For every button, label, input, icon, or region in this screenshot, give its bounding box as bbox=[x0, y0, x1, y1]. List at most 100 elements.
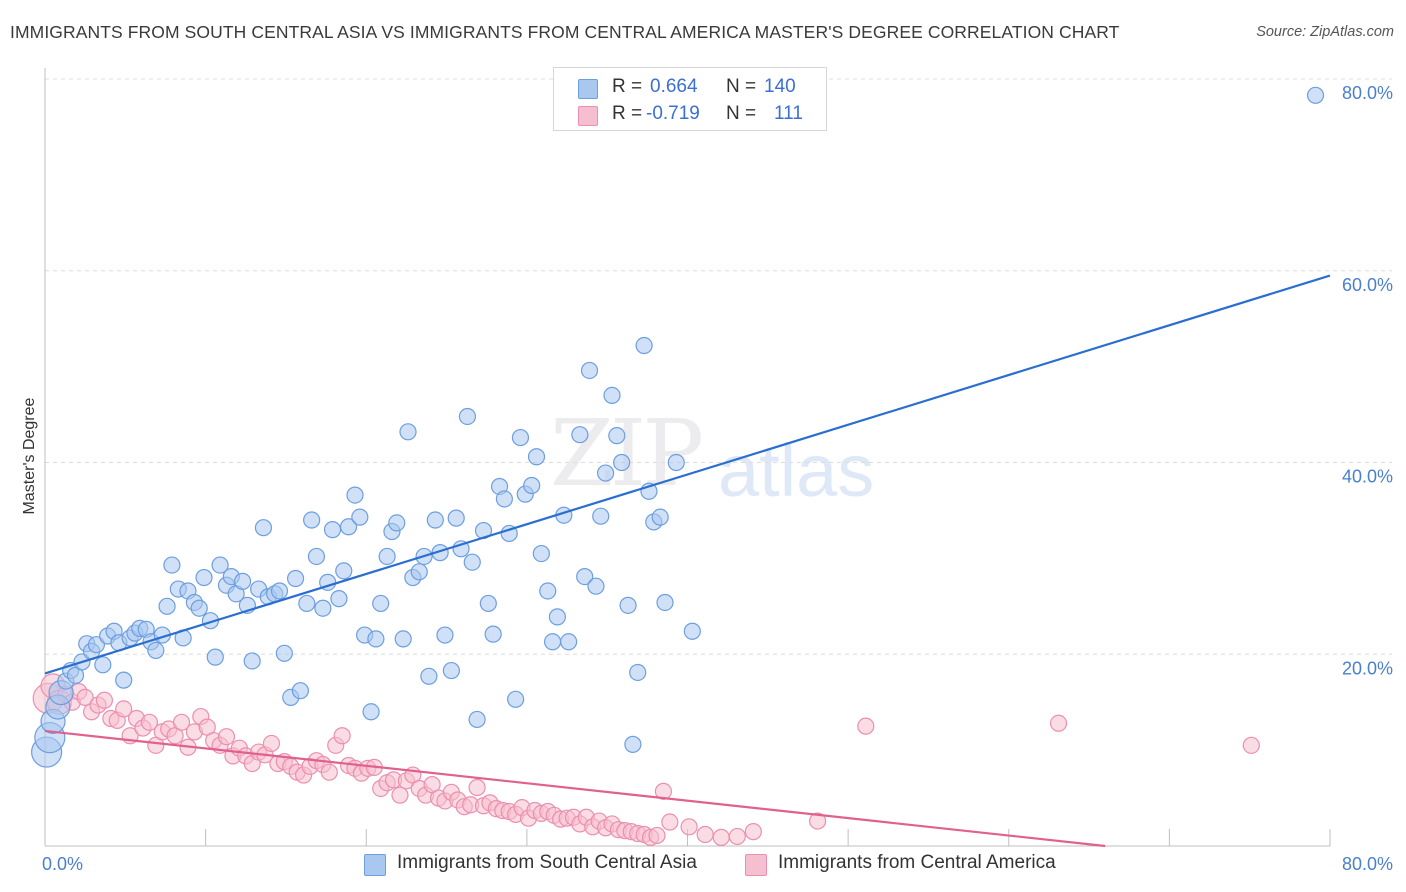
y-tick-label: 20.0% bbox=[1342, 658, 1393, 678]
south-central-asia-point bbox=[436, 626, 454, 644]
south-central-asia-point bbox=[94, 656, 112, 674]
legend-row-central-america: R = -0.719 N = 111 bbox=[554, 100, 824, 128]
y-axis-label: Master's Degree bbox=[21, 397, 38, 514]
south-central-asia-point bbox=[314, 599, 332, 617]
central-america-point bbox=[857, 717, 875, 735]
central-america-point bbox=[76, 688, 94, 706]
legend-row-south-central-asia: R = 0.664 N = 140 bbox=[554, 73, 824, 101]
south-central-asia-point bbox=[394, 630, 412, 648]
legend-swatch-blue bbox=[364, 854, 386, 876]
south-central-asia-point bbox=[367, 630, 385, 648]
series-south-central-asia-points bbox=[31, 86, 1325, 768]
legend-r-value: 0.664 bbox=[650, 76, 698, 97]
south-central-asia-point bbox=[463, 553, 481, 571]
south-central-asia-point bbox=[484, 625, 502, 643]
south-central-asia-point bbox=[270, 582, 289, 600]
trend-lines bbox=[44, 274, 1331, 848]
central-america-point bbox=[728, 827, 746, 846]
south-central-asia-point bbox=[115, 671, 133, 689]
south-central-asia-point bbox=[330, 590, 348, 608]
south-central-asia-point bbox=[603, 386, 621, 404]
central-america-point bbox=[1049, 714, 1068, 732]
y-tick-label: 40.0% bbox=[1342, 467, 1393, 487]
south-central-asia-point bbox=[624, 735, 642, 753]
axes bbox=[44, 68, 1330, 847]
south-central-asia-point bbox=[426, 511, 444, 529]
legend-swatch-pink bbox=[578, 106, 598, 126]
south-central-asia-point bbox=[511, 428, 530, 447]
legend-n-value: 140 bbox=[764, 76, 796, 97]
south-central-asia-point bbox=[683, 622, 701, 640]
central-america-point bbox=[809, 812, 827, 830]
source-label: Source: ZipAtlas.com bbox=[1256, 24, 1394, 40]
south-central-asia-point bbox=[507, 690, 525, 708]
south-central-asia-point bbox=[339, 518, 358, 536]
legend-label-central-america: Immigrants from Central America bbox=[778, 852, 1056, 873]
central-america-point bbox=[140, 713, 159, 731]
central-america-point bbox=[172, 713, 191, 731]
legend-n-value: 111 bbox=[774, 103, 803, 124]
south-central-asia-point bbox=[596, 464, 615, 482]
watermark-zip: ZIP bbox=[550, 400, 704, 507]
south-central-asia-point bbox=[303, 511, 321, 529]
central-america-point bbox=[391, 786, 409, 804]
south-central-asia-point bbox=[399, 423, 417, 441]
south-central-asia-point bbox=[667, 453, 685, 472]
south-central-asia-point bbox=[479, 594, 497, 613]
central-america-point bbox=[1242, 736, 1260, 754]
south-central-asia-point bbox=[307, 547, 326, 566]
legend-r-value: -0.719 bbox=[646, 103, 700, 124]
south-central-asia-point bbox=[275, 644, 293, 662]
south-central-asia-point bbox=[447, 509, 465, 527]
trend-line-central-america bbox=[44, 729, 1106, 848]
legend-r-label: R = bbox=[612, 76, 643, 97]
south-central-asia-point bbox=[532, 544, 550, 563]
south-central-asia-point bbox=[254, 519, 273, 537]
central-america-point bbox=[95, 691, 114, 709]
central-america-point bbox=[262, 734, 281, 753]
central-america-point bbox=[320, 763, 338, 781]
legend-n-label: N = bbox=[726, 103, 757, 124]
south-central-asia-point bbox=[548, 608, 566, 626]
south-central-asia-point bbox=[298, 594, 316, 613]
south-central-asia-point bbox=[323, 521, 342, 539]
legend-swatch-blue bbox=[578, 79, 598, 99]
south-central-asia-point bbox=[523, 476, 541, 495]
south-central-asia-point bbox=[388, 514, 406, 532]
central-america-point bbox=[654, 782, 673, 800]
legend-label-south-central-asia: Immigrants from South Central Asia bbox=[397, 852, 697, 873]
south-central-asia-point bbox=[580, 361, 599, 380]
south-central-asia-point bbox=[527, 448, 546, 466]
central-america-point bbox=[744, 823, 762, 841]
south-central-asia-point bbox=[195, 568, 213, 587]
legend-r-label: R = bbox=[612, 103, 643, 124]
y-tick-label: 60.0% bbox=[1342, 275, 1393, 295]
x-tick-marks bbox=[205, 829, 1331, 846]
central-america-point bbox=[712, 828, 730, 846]
central-america-point bbox=[680, 818, 698, 836]
south-central-asia-point bbox=[147, 641, 165, 660]
south-central-asia-point bbox=[243, 652, 261, 670]
south-central-asia-point bbox=[233, 572, 252, 590]
central-america-point bbox=[661, 813, 679, 831]
south-central-asia-point bbox=[576, 567, 594, 586]
south-central-asia-point bbox=[291, 682, 309, 700]
south-central-asia-point bbox=[158, 597, 176, 615]
south-central-asia-point bbox=[163, 556, 181, 574]
south-central-asia-point bbox=[420, 667, 438, 685]
south-central-asia-point bbox=[190, 599, 208, 617]
central-america-point bbox=[217, 728, 236, 746]
legend-n-label: N = bbox=[726, 76, 757, 97]
central-america-point bbox=[468, 778, 486, 797]
watermark-atlas: atlas bbox=[718, 429, 875, 512]
central-america-point bbox=[115, 700, 133, 718]
south-central-asia-point bbox=[346, 486, 364, 504]
south-central-asia-point bbox=[539, 582, 557, 600]
x-tick-label-min: 0.0% bbox=[42, 854, 83, 874]
south-central-asia-point bbox=[335, 562, 353, 580]
south-central-asia-point bbox=[458, 407, 477, 426]
south-central-asia-point bbox=[442, 661, 460, 680]
south-central-asia-point bbox=[651, 508, 669, 526]
y-tick-label: 80.0% bbox=[1342, 83, 1393, 103]
